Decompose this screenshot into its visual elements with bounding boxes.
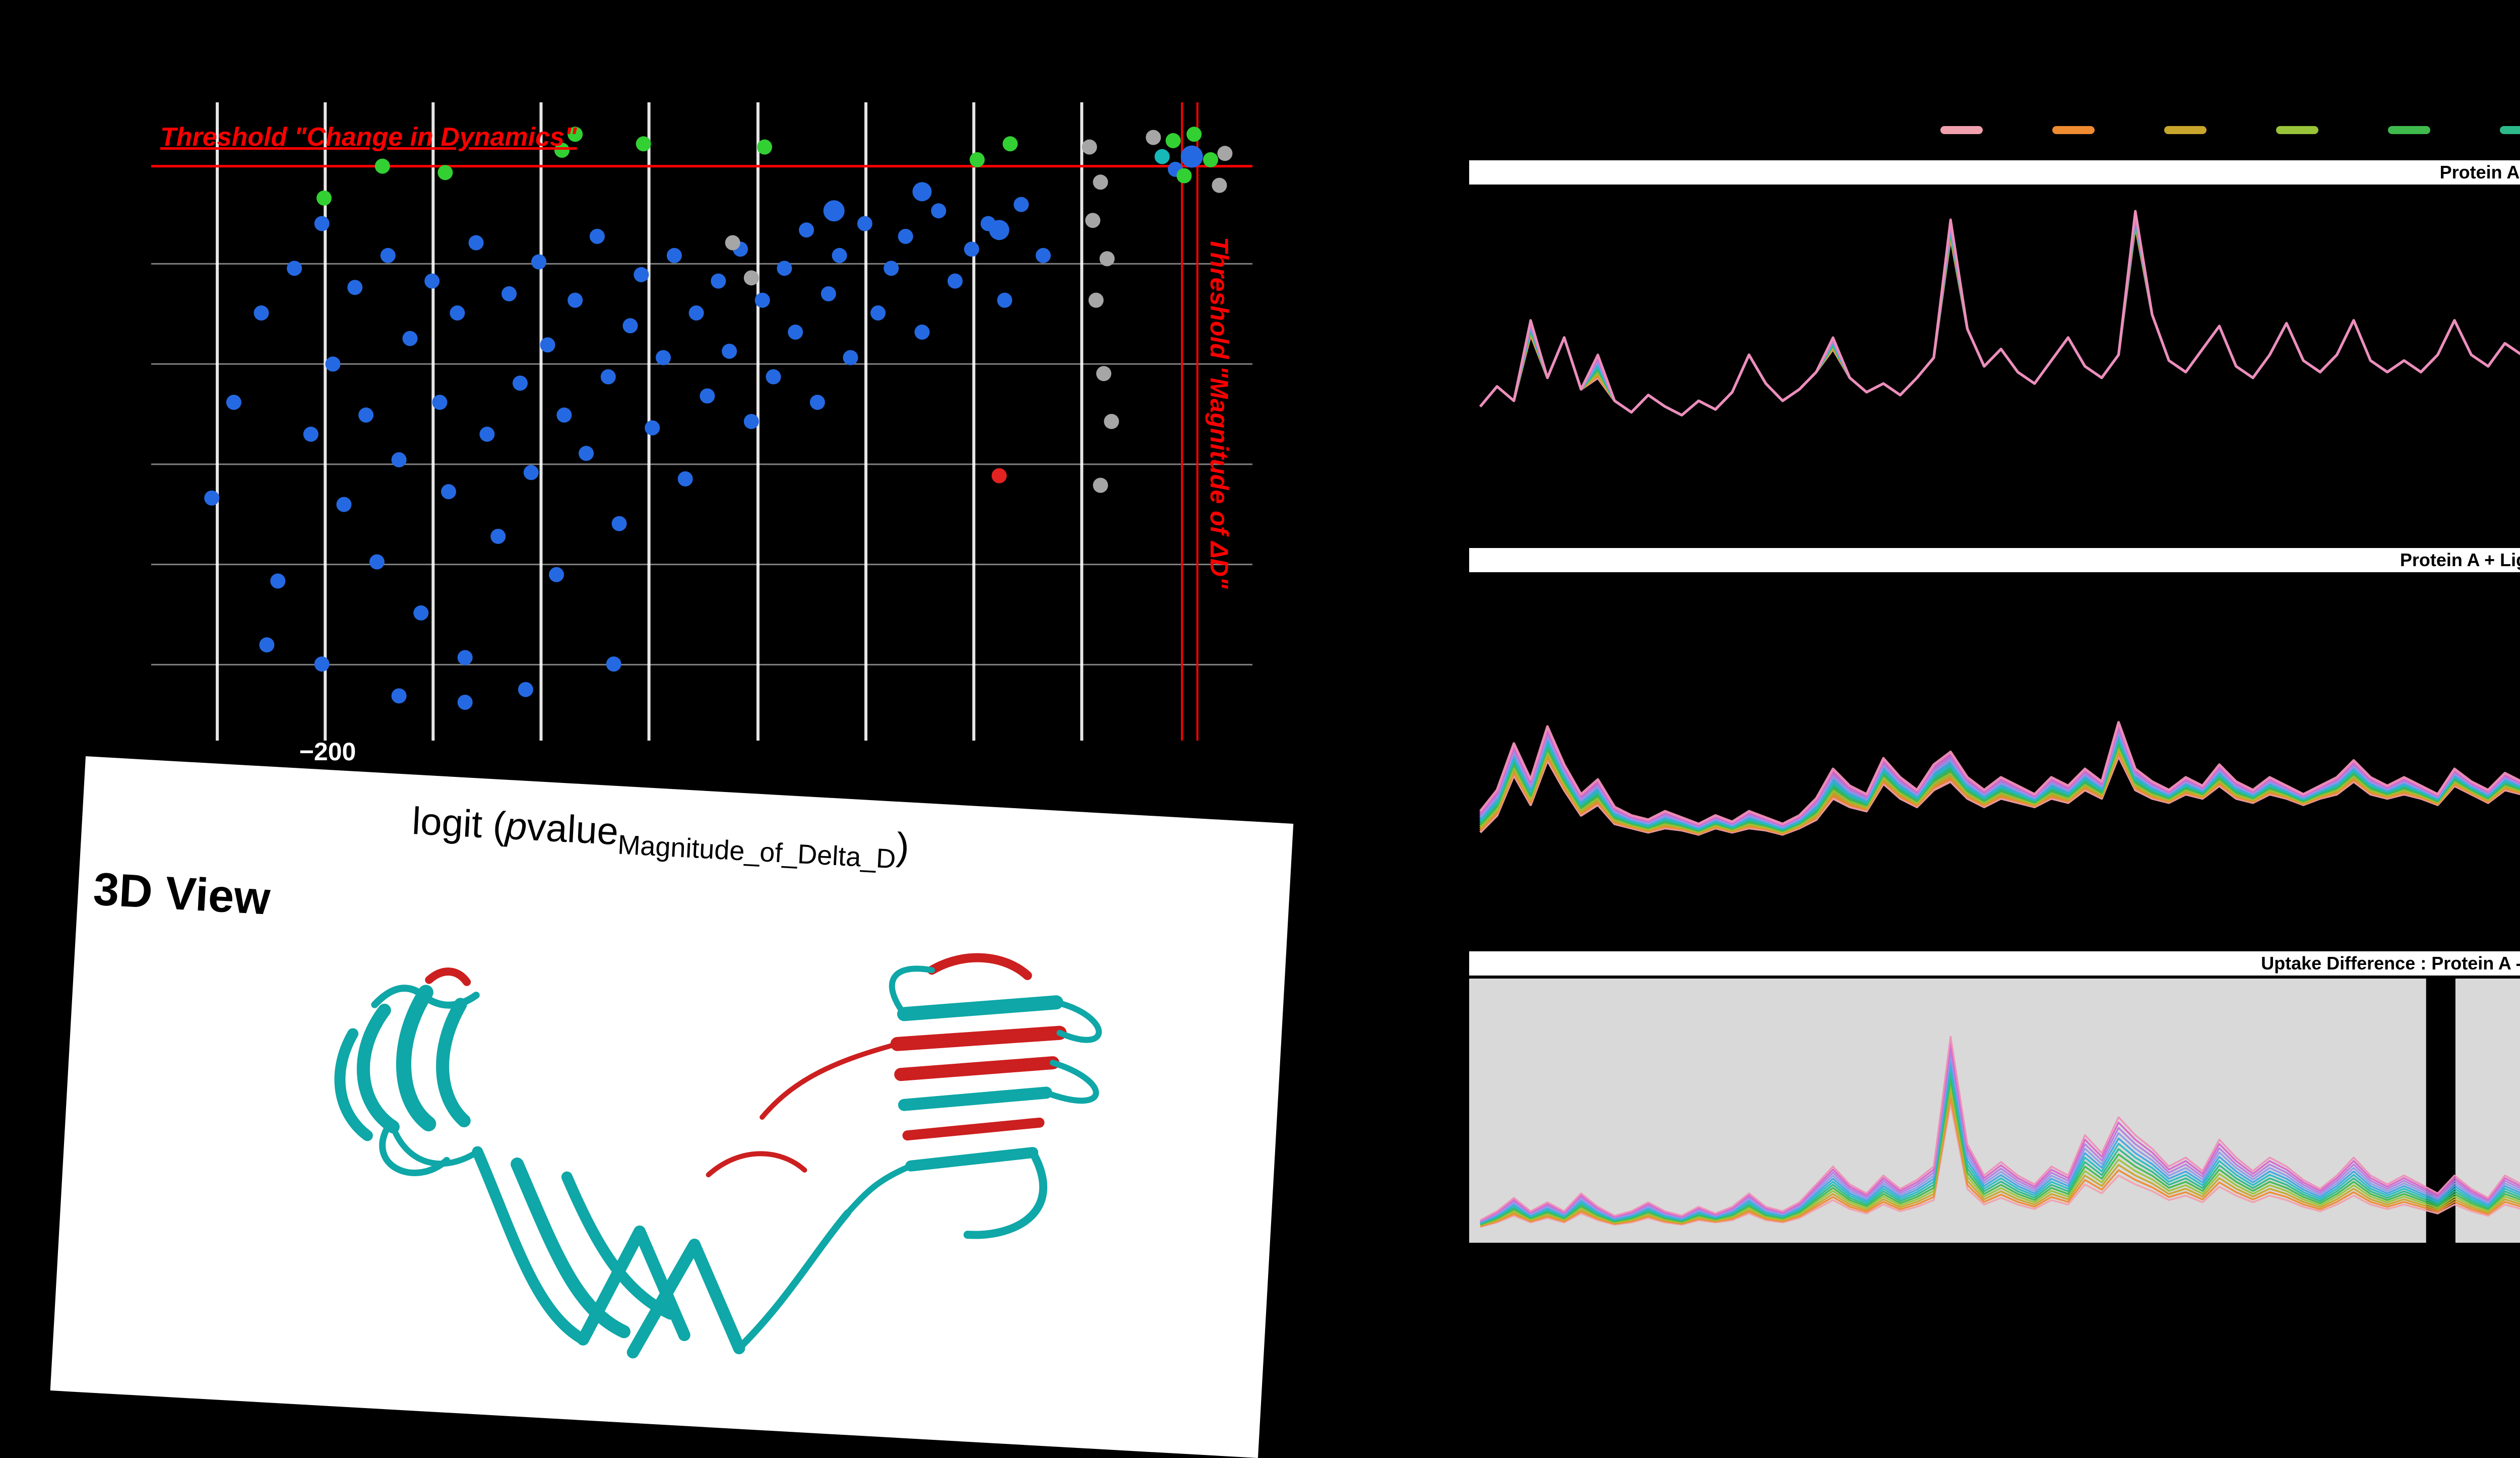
chart-title-protein-a-ligand: Protein A + Ligand xyxy=(2400,550,2520,570)
volcano-plot-canvas[interactable] xyxy=(151,102,1252,741)
chart-title-bar-protein-a: Protein A xyxy=(1469,160,2520,185)
legend-swatch-2[interactable] xyxy=(2164,126,2207,134)
legend-swatch-4[interactable] xyxy=(2388,126,2430,134)
legend-swatch-3[interactable] xyxy=(2276,126,2318,134)
chart-title-bar-uptake-difference: Uptake Difference : Protein A - (Protein… xyxy=(1469,951,2520,976)
chart-title-protein-a: Protein A xyxy=(2439,162,2520,183)
threshold-change-in-dynamics-label: Threshold "Change in Dynamics" xyxy=(160,123,577,152)
threshold-magnitude-label: Threshold "Magnitude of ΔD" xyxy=(1205,237,1233,589)
axis-label-close: ) xyxy=(895,825,911,869)
uptake-chart-protein-a-ligand[interactable] xyxy=(1469,572,2520,900)
app-canvas: Threshold "Change in Dynamics" Threshold… xyxy=(50,102,2520,1458)
chart-title-bar-protein-a-ligand: Protein A + Ligand xyxy=(1469,548,2520,572)
legend-swatch-0[interactable] xyxy=(1940,126,1983,134)
uptake-chart-protein-a[interactable] xyxy=(1469,185,2520,512)
legend-swatch-5[interactable] xyxy=(2500,126,2520,134)
chart-title-uptake-difference: Uptake Difference : Protein A - (Protein… xyxy=(2261,953,2520,974)
uptake-legend xyxy=(1940,126,2520,134)
axis-label-p: p xyxy=(505,804,528,848)
protein-ribbon-structure[interactable] xyxy=(50,882,1287,1458)
axis-label-prefix: logit ( xyxy=(411,799,507,847)
legend-swatch-1[interactable] xyxy=(2052,126,2095,134)
uptake-difference-chart[interactable] xyxy=(1469,976,2520,1245)
axis-label-value: value xyxy=(526,805,620,854)
x-axis-tick-label: −200 xyxy=(299,738,356,766)
structure-viewer-panel[interactable]: 3D View xyxy=(50,756,1294,1458)
